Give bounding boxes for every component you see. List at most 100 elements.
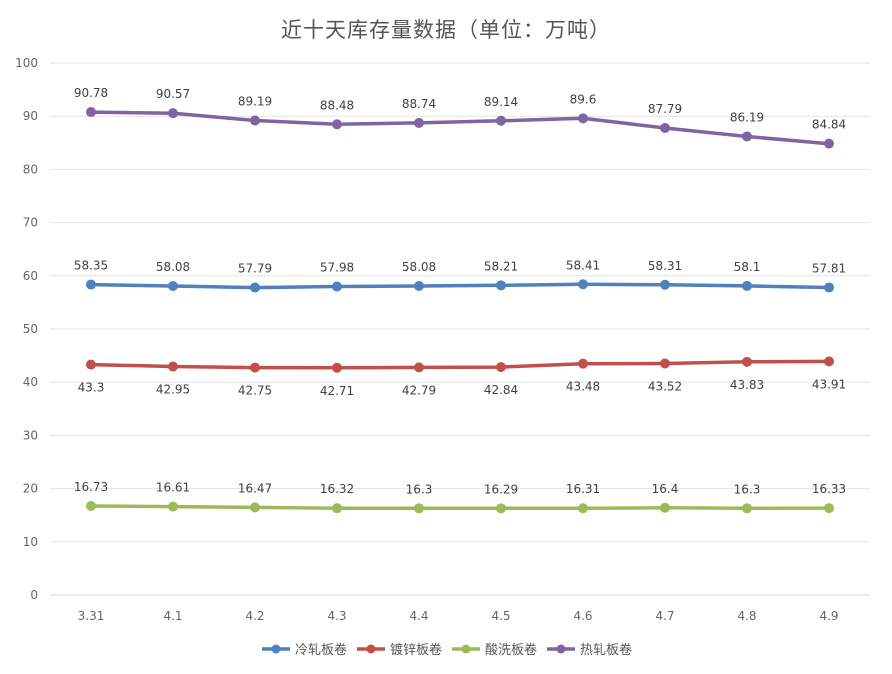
- data-point: [414, 117, 424, 128]
- series-4: [86, 107, 834, 149]
- data-point: [332, 281, 342, 292]
- x-tick-label: 4.5: [491, 609, 510, 623]
- data-labels: 58.35 58.08 57.79 57.98 58.08 58.21 58.41 58.31…: [74, 86, 846, 496]
- data-label: 84.84: [812, 118, 846, 132]
- legend: 冷轧板卷 镀锌板卷 酸洗板卷 热轧板卷: [262, 642, 632, 658]
- chart-title: 近十天库存量数据（单位：万吨）: [281, 18, 611, 42]
- data-label: 89.19: [238, 95, 272, 109]
- data-label: 90.57: [156, 87, 190, 101]
- data-point: [824, 282, 834, 293]
- data-label: 58.08: [402, 260, 436, 274]
- y-tick-label: 20: [23, 482, 38, 496]
- data-point: [86, 107, 96, 118]
- data-point: [86, 359, 96, 370]
- data-label: 43.48: [566, 380, 600, 394]
- y-axis-tick-labels: 0 10 20 30 40 50 60 70 80 90 100: [15, 56, 38, 602]
- data-point: [578, 279, 588, 290]
- data-label: 58.31: [648, 259, 682, 273]
- data-label: 89.14: [484, 95, 518, 109]
- data-point: [414, 503, 424, 514]
- data-label: 89.6: [570, 92, 597, 106]
- x-tick-label: 4.9: [819, 609, 838, 623]
- data-label: 16.32: [320, 482, 354, 496]
- data-point: [168, 501, 178, 512]
- data-label: 58.1: [734, 260, 761, 274]
- data-point: [496, 362, 506, 373]
- data-point: [496, 280, 506, 291]
- legend-swatch-marker: [556, 644, 566, 654]
- data-label: 58.08: [156, 260, 190, 274]
- data-point: [168, 281, 178, 292]
- y-tick-label: 70: [23, 216, 38, 230]
- data-point: [660, 122, 670, 133]
- legend-label: 镀锌板卷: [390, 642, 442, 658]
- data-label: 86.19: [730, 110, 764, 124]
- y-tick-label: 100: [15, 56, 38, 70]
- y-tick-label: 30: [23, 428, 38, 442]
- data-label: 42.79: [402, 383, 436, 397]
- data-label: 16.3: [734, 482, 761, 496]
- data-point: [496, 115, 506, 126]
- y-tick-label: 60: [23, 269, 38, 283]
- data-label: 42.95: [156, 383, 190, 397]
- series-2: [86, 356, 834, 373]
- data-label: 88.48: [320, 98, 354, 112]
- data-point: [414, 362, 424, 373]
- data-point: [824, 356, 834, 367]
- data-point: [168, 361, 178, 372]
- series-3: [86, 500, 834, 514]
- data-label: 16.33: [812, 482, 846, 496]
- data-label: 16.4: [652, 482, 679, 496]
- legend-label: 热轧板卷: [580, 642, 632, 658]
- x-tick-label: 4.7: [655, 609, 674, 623]
- legend-item: 冷轧板卷: [262, 642, 347, 658]
- legend-label: 酸洗板卷: [485, 642, 537, 658]
- data-label: 58.41: [566, 258, 600, 272]
- x-tick-label: 4.2: [245, 609, 264, 623]
- data-label: 16.61: [156, 481, 190, 495]
- series-line: [89, 359, 831, 370]
- legend-swatch-marker: [366, 644, 376, 654]
- series-lines: [86, 107, 834, 514]
- data-point: [86, 500, 96, 511]
- legend-item: 酸洗板卷: [452, 642, 537, 658]
- data-point: [250, 362, 260, 373]
- data-label: 88.74: [402, 97, 436, 111]
- data-point: [660, 279, 670, 290]
- y-tick-label: 40: [23, 375, 38, 389]
- data-point: [742, 131, 752, 142]
- data-label: 42.84: [484, 383, 518, 397]
- data-point: [742, 503, 752, 514]
- data-point: [660, 358, 670, 369]
- x-tick-label: 3.31: [78, 609, 105, 623]
- data-point: [742, 356, 752, 367]
- data-label: 58.35: [74, 259, 108, 273]
- x-tick-label: 4.8: [737, 609, 756, 623]
- data-point: [496, 503, 506, 514]
- data-label: 43.3: [78, 381, 105, 395]
- data-point: [250, 282, 260, 293]
- data-point: [824, 138, 834, 149]
- gridlines: [50, 62, 870, 596]
- legend-item: 镀锌板卷: [357, 642, 442, 658]
- data-point: [332, 119, 342, 130]
- data-label: 43.83: [730, 378, 764, 392]
- y-tick-label: 10: [23, 535, 38, 549]
- data-point: [414, 281, 424, 292]
- y-tick-label: 80: [23, 162, 38, 176]
- data-label: 43.91: [812, 377, 846, 391]
- y-tick-label: 0: [30, 588, 38, 602]
- x-tick-label: 4.6: [573, 609, 592, 623]
- x-tick-label: 4.3: [327, 609, 346, 623]
- data-point: [86, 279, 96, 290]
- data-point: [332, 503, 342, 514]
- data-label: 57.98: [320, 261, 354, 275]
- legend-swatch-marker: [461, 644, 471, 654]
- data-point: [660, 502, 670, 513]
- data-label: 43.52: [648, 379, 682, 393]
- data-label: 58.21: [484, 259, 518, 273]
- data-label: 57.81: [812, 261, 846, 275]
- y-tick-label: 50: [23, 322, 38, 336]
- series-line: [89, 504, 831, 511]
